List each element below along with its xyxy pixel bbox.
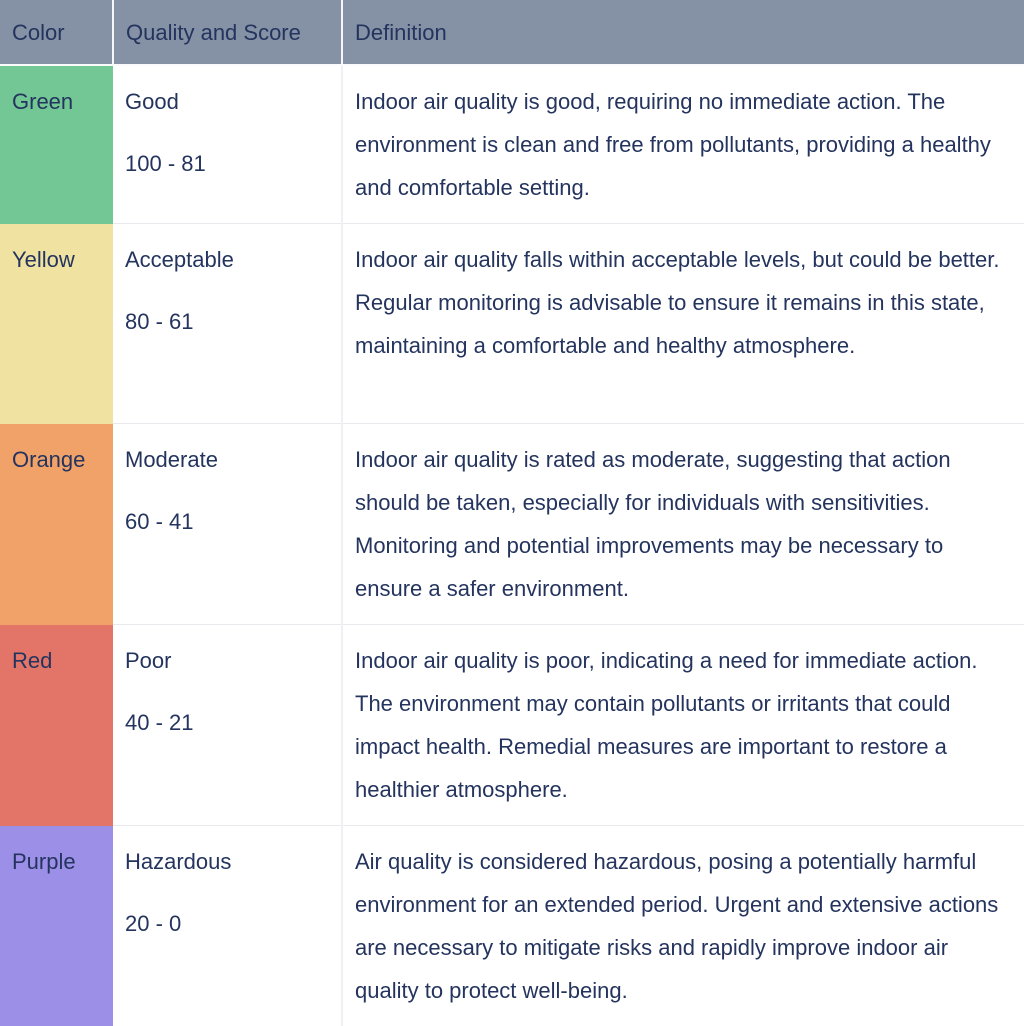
table-row-red: Red Poor 40 - 21 Indoor air quality is p… (0, 625, 1024, 826)
score-range: 80 - 61 (125, 300, 327, 343)
column-header-definition: Definition (342, 0, 1024, 65)
color-cell: Yellow (0, 224, 113, 424)
column-header-quality-and-score: Quality and Score (113, 0, 342, 65)
quality-label: Moderate (125, 438, 327, 481)
quality-cell: Hazardous 20 - 0 (113, 826, 342, 1026)
quality-label: Good (125, 80, 327, 123)
color-cell: Red (0, 625, 113, 826)
color-cell: Purple (0, 826, 113, 1026)
color-cell: Orange (0, 424, 113, 625)
quality-cell: Poor 40 - 21 (113, 625, 342, 826)
color-cell: Green (0, 65, 113, 224)
definition-cell: Indoor air quality falls within acceptab… (342, 224, 1024, 424)
quality-label: Acceptable (125, 238, 327, 281)
score-range: 60 - 41 (125, 500, 327, 543)
quality-label: Hazardous (125, 840, 327, 883)
table-row-yellow: Yellow Acceptable 80 - 61 Indoor air qua… (0, 224, 1024, 424)
definition-cell: Air quality is considered hazardous, pos… (342, 826, 1024, 1026)
quality-cell: Good 100 - 81 (113, 65, 342, 224)
score-range: 20 - 0 (125, 902, 327, 945)
header-row: Color Quality and Score Definition (0, 0, 1024, 65)
score-range: 100 - 81 (125, 142, 327, 185)
definition-cell: Indoor air quality is rated as moderate,… (342, 424, 1024, 625)
quality-label: Poor (125, 639, 327, 682)
quality-cell: Acceptable 80 - 61 (113, 224, 342, 424)
score-range: 40 - 21 (125, 701, 327, 744)
column-header-color: Color (0, 0, 113, 65)
table-row-orange: Orange Moderate 60 - 41 Indoor air quali… (0, 424, 1024, 625)
definition-cell: Indoor air quality is good, requiring no… (342, 65, 1024, 224)
table-row-purple: Purple Hazardous 20 - 0 Air quality is c… (0, 826, 1024, 1026)
quality-cell: Moderate 60 - 41 (113, 424, 342, 625)
table-row-green: Green Good 100 - 81 Indoor air quality i… (0, 65, 1024, 224)
definition-cell: Indoor air quality is poor, indicating a… (342, 625, 1024, 826)
